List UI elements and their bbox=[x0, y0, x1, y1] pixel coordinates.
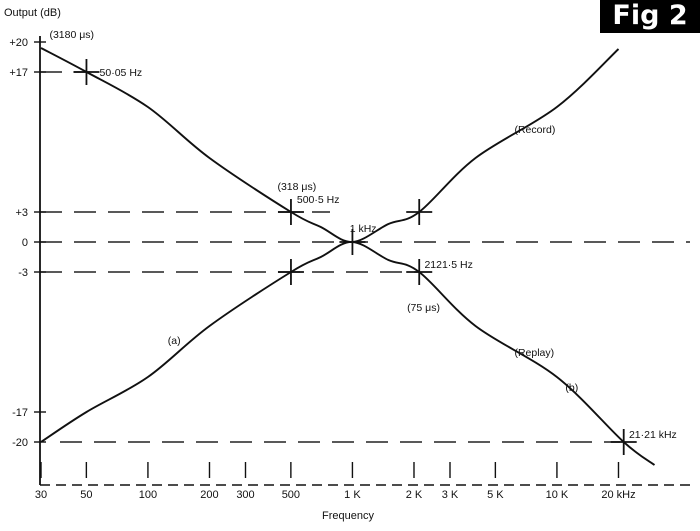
y-tick-label: +17 bbox=[9, 67, 28, 79]
y-tick-label: 0 bbox=[22, 237, 28, 249]
annotation-label: (b) bbox=[565, 382, 578, 394]
annotation-label: (Record) bbox=[514, 124, 555, 136]
annotation-label: (Replay) bbox=[514, 347, 554, 359]
y-tick-label: -17 bbox=[12, 407, 28, 419]
x-ticks: 30 50 100 200 300 500 1 K 2 K 3 K 5 K 10 K 20 kHz bbox=[35, 462, 636, 501]
annotation-label: (3180 μs) bbox=[49, 29, 94, 41]
y-tick-label: +20 bbox=[9, 37, 28, 49]
markers bbox=[73, 59, 637, 455]
annotation-label: 21·21 kHz bbox=[629, 429, 677, 441]
x-tick-label: 50 bbox=[80, 489, 92, 501]
x-tick-label: 5 K bbox=[487, 489, 504, 501]
y-tick-label: -3 bbox=[18, 267, 28, 279]
axes bbox=[39, 36, 695, 486]
figure-label: Fig 2 bbox=[600, 0, 700, 33]
annotations: (3180 μs) 50·05 Hz (318 μs)500·5 Hz 1 kHz 21… bbox=[49, 29, 676, 441]
y-ticks: +20 +17 +3 0 -3 -17 -20 bbox=[9, 37, 46, 449]
x-tick-label: 30 bbox=[35, 489, 47, 501]
series bbox=[40, 47, 656, 466]
annotation-label: 2121·5 Hz bbox=[424, 259, 472, 271]
annotation-label: (318 μs) bbox=[277, 181, 316, 193]
y-tick-label: -20 bbox=[12, 437, 28, 449]
series-line bbox=[40, 47, 620, 243]
x-tick-label: 10 K bbox=[546, 489, 569, 501]
annotation-label: (a) bbox=[168, 335, 181, 347]
annotation-label: (75 μs) bbox=[407, 302, 440, 314]
annotation-label: 500·5 Hz bbox=[297, 194, 340, 206]
x-tick-label: 500 bbox=[282, 489, 300, 501]
x-tick-label: 100 bbox=[139, 489, 157, 501]
x-tick-label: 1 K bbox=[344, 489, 361, 501]
x-tick-label: 3 K bbox=[442, 489, 459, 501]
y-tick-label: +3 bbox=[15, 207, 28, 219]
reference-lines bbox=[40, 71, 690, 443]
series-line bbox=[40, 241, 656, 466]
x-tick-label: 2 K bbox=[406, 489, 423, 501]
x-tick-label: 20 kHz bbox=[601, 489, 635, 501]
y-axis-label: Output (dB) bbox=[4, 7, 61, 19]
x-axis-label: Frequency bbox=[322, 510, 374, 522]
x-tick-label: 200 bbox=[200, 489, 218, 501]
annotation-label: 1 kHz bbox=[350, 223, 377, 235]
x-tick-label: 300 bbox=[236, 489, 254, 501]
annotation-label: 50·05 Hz bbox=[100, 67, 143, 79]
